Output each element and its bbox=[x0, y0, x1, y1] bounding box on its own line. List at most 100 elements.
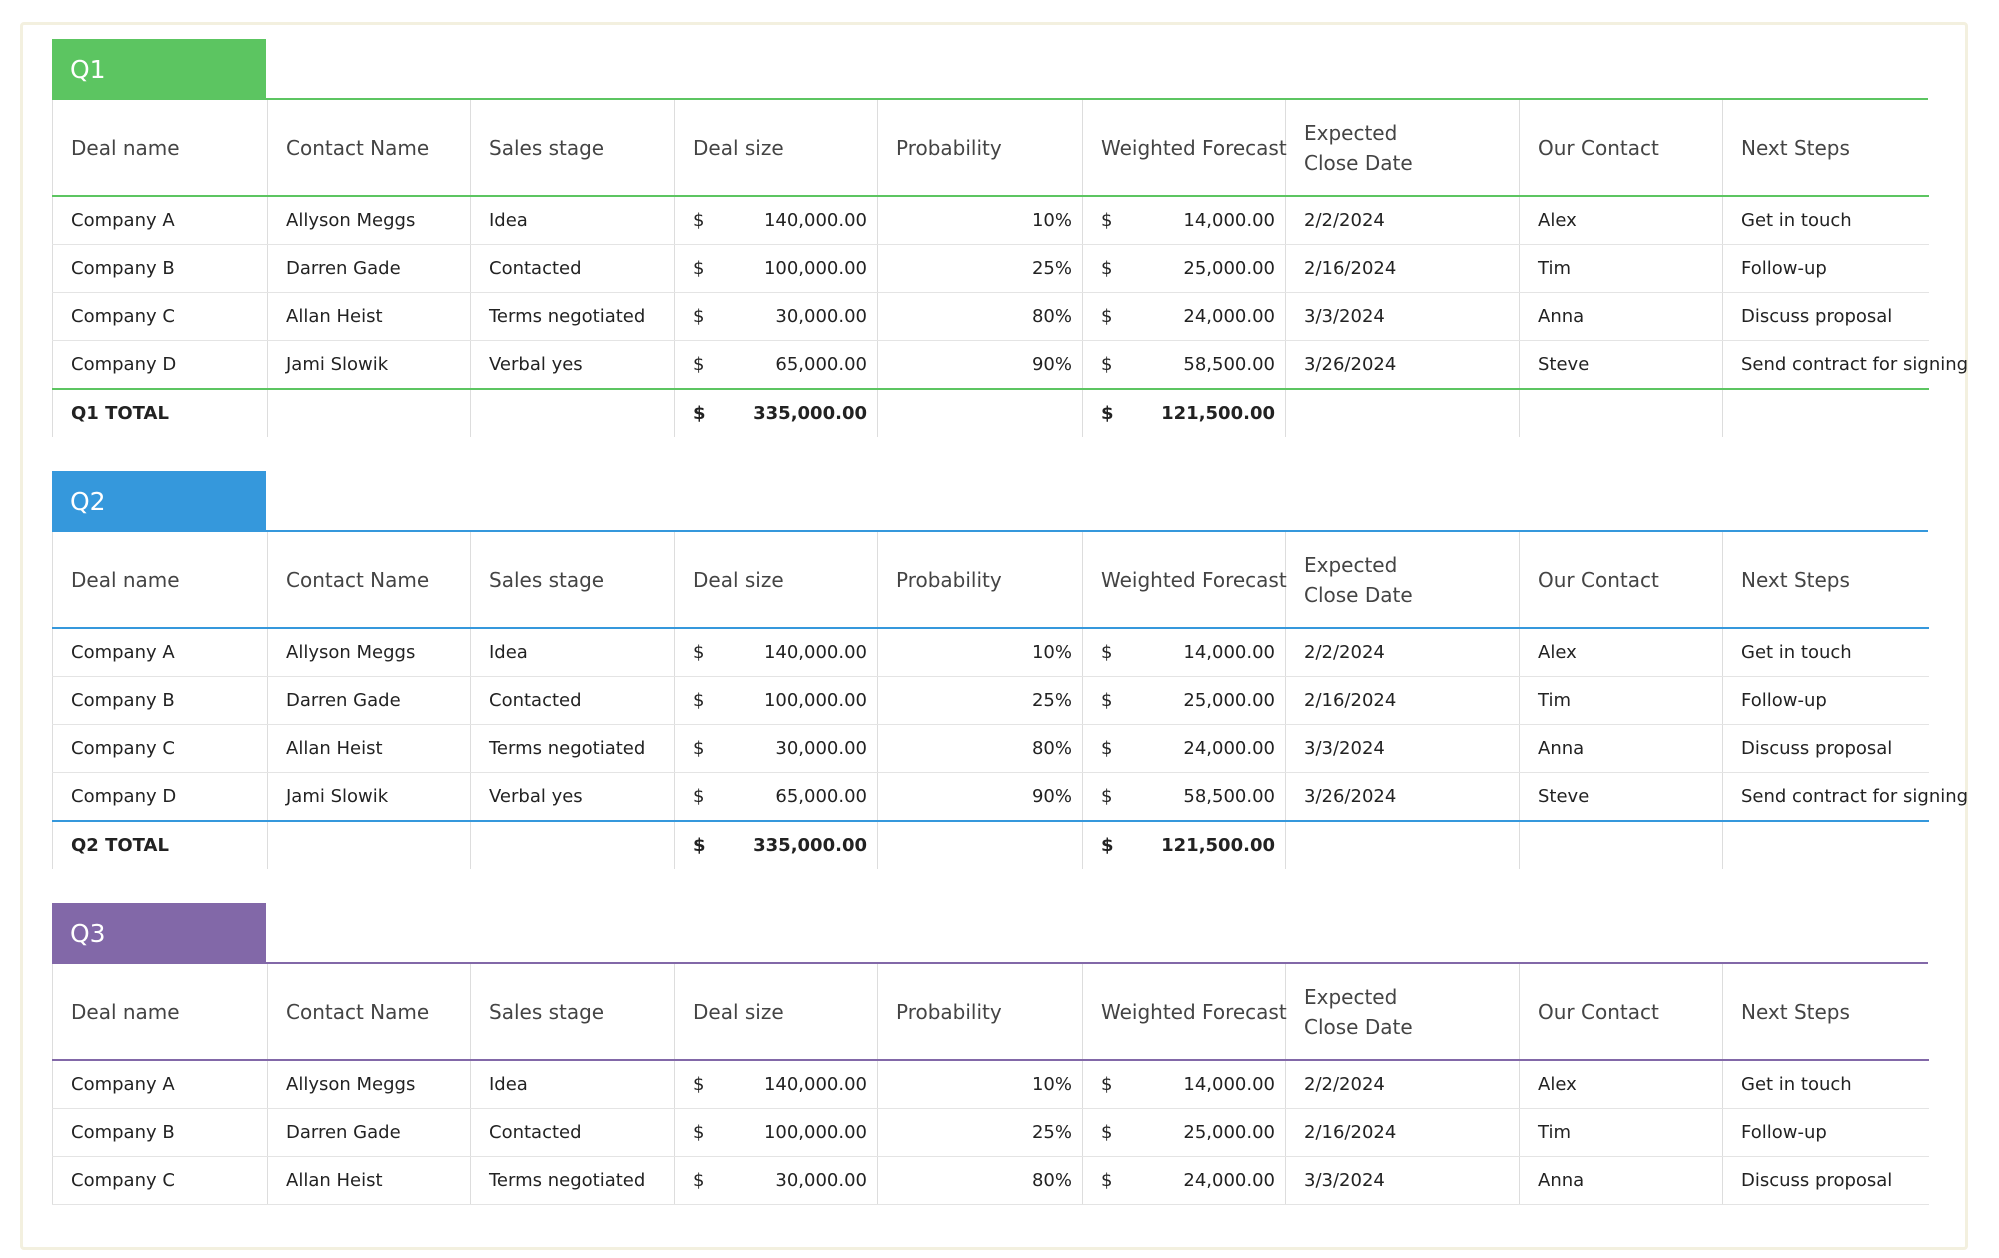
weighted-cell: $58,500.00 bbox=[1082, 340, 1286, 390]
cell: Alex bbox=[1519, 628, 1723, 677]
money: $65,000.00 bbox=[693, 354, 867, 375]
section-title: Q1 bbox=[52, 39, 266, 100]
header-text: Next Steps bbox=[1741, 135, 1850, 160]
section-rule bbox=[52, 98, 1928, 100]
money: $24,000.00 bbox=[1101, 738, 1275, 759]
currency: $ bbox=[1101, 306, 1113, 327]
currency: $ bbox=[1101, 738, 1113, 759]
cell: Company C bbox=[52, 724, 268, 773]
probability-cell: 80% bbox=[877, 724, 1083, 773]
cell: Tim bbox=[1519, 1108, 1723, 1157]
column-header: Weighted Forecast bbox=[1082, 532, 1287, 629]
header-text: Weighted Forecast bbox=[1101, 135, 1287, 160]
deal-row: Company A Allyson Meggs Idea $140,000.00 10%… bbox=[52, 196, 1929, 245]
money: $65,000.00 bbox=[693, 786, 867, 807]
weighted-cell: $25,000.00 bbox=[1082, 244, 1286, 293]
header-text: Expected Close Date bbox=[1304, 120, 1413, 175]
cell bbox=[1519, 820, 1723, 869]
deal-row: Company D Jami Slowik Verbal yes $65,000.00… bbox=[52, 772, 1968, 822]
weighted-cell: $14,000.00 bbox=[1082, 196, 1286, 245]
probability-cell: 10% bbox=[877, 196, 1083, 245]
money: $58,500.00 bbox=[1101, 786, 1275, 807]
column-header: Our Contact bbox=[1519, 100, 1723, 197]
amount: 58,500.00 bbox=[1183, 786, 1275, 807]
cell: 3/3/2024 bbox=[1285, 292, 1520, 341]
deal-row: Company C Allan Heist Terms negotiated $30,… bbox=[52, 1156, 1929, 1205]
cell bbox=[267, 820, 471, 869]
column-header: Deal name bbox=[52, 532, 268, 629]
money: $121,500.00 bbox=[1101, 835, 1275, 856]
header-text: Deal size bbox=[693, 135, 784, 160]
probability-cell: 90% bbox=[877, 340, 1083, 390]
cell: Idea bbox=[470, 628, 675, 677]
cell: Contacted bbox=[470, 676, 675, 725]
header-row: Deal name Contact Name Sales stage Deal siz… bbox=[52, 964, 1929, 1061]
header-text: Our Contact bbox=[1538, 567, 1659, 592]
weighted-cell: $24,000.00 bbox=[1082, 724, 1286, 773]
cell: Get in touch bbox=[1722, 196, 1929, 245]
deal-row: Company A Allyson Meggs Idea $140,000.00 10%… bbox=[52, 1060, 1929, 1109]
cell: Verbal yes bbox=[470, 772, 675, 822]
cell: 3/3/2024 bbox=[1285, 1156, 1520, 1205]
cell: Jami Slowik bbox=[267, 772, 471, 822]
money: $335,000.00 bbox=[693, 403, 867, 424]
deal-size-cell: $30,000.00 bbox=[674, 292, 878, 341]
cell bbox=[877, 820, 1083, 869]
amount: 121,500.00 bbox=[1161, 403, 1275, 424]
header-text: Deal name bbox=[71, 567, 180, 592]
cell bbox=[1722, 820, 1929, 869]
currency: $ bbox=[1101, 403, 1114, 424]
currency: $ bbox=[1101, 786, 1113, 807]
currency: $ bbox=[1101, 1170, 1113, 1191]
total-weighted: $121,500.00 bbox=[1082, 388, 1286, 437]
currency: $ bbox=[1101, 354, 1113, 375]
cell: Idea bbox=[470, 1060, 675, 1109]
currency: $ bbox=[1101, 642, 1113, 663]
money: $100,000.00 bbox=[693, 690, 867, 711]
currency: $ bbox=[1101, 258, 1113, 279]
header-text: Sales stage bbox=[489, 567, 605, 592]
section-band: Q3 bbox=[52, 903, 1928, 964]
deal-size-cell: $140,000.00 bbox=[674, 628, 878, 677]
header-text: Deal size bbox=[693, 999, 784, 1024]
total-weighted: $121,500.00 bbox=[1082, 820, 1286, 869]
total-label: Q2 TOTAL bbox=[52, 820, 268, 869]
total-deal-size: $335,000.00 bbox=[674, 388, 878, 437]
header-text: Sales stage bbox=[489, 135, 605, 160]
amount: 58,500.00 bbox=[1183, 354, 1275, 375]
header-row: Deal name Contact Name Sales stage Deal siz… bbox=[52, 532, 1929, 629]
header-text: Deal size bbox=[693, 567, 784, 592]
cell: Get in touch bbox=[1722, 628, 1929, 677]
currency: $ bbox=[1101, 1074, 1113, 1095]
cell: Discuss proposal bbox=[1722, 724, 1929, 773]
amount: 25,000.00 bbox=[1183, 690, 1275, 711]
probability-cell: 10% bbox=[877, 1060, 1083, 1109]
money: $140,000.00 bbox=[693, 642, 867, 663]
money: $14,000.00 bbox=[1101, 1074, 1275, 1095]
total-label: Q1 TOTAL bbox=[52, 388, 268, 437]
column-header: Weighted Forecast bbox=[1082, 100, 1287, 197]
amount: 335,000.00 bbox=[753, 403, 867, 424]
money: $140,000.00 bbox=[693, 210, 867, 231]
column-header: Deal size bbox=[674, 532, 878, 629]
cell: 2/2/2024 bbox=[1285, 196, 1520, 245]
deal-row: Company A Allyson Meggs Idea $140,000.00 10%… bbox=[52, 628, 1929, 677]
deal-row: Company B Darren Gade Contacted $100,000.00… bbox=[52, 244, 1929, 293]
cell: Follow-up bbox=[1722, 244, 1929, 293]
amount: 24,000.00 bbox=[1183, 306, 1275, 327]
cell: Company A bbox=[52, 1060, 268, 1109]
deal-row: Company D Jami Slowik Verbal yes $65,000.00… bbox=[52, 340, 1968, 390]
header-text: Probability bbox=[896, 999, 1002, 1024]
section-title: Q3 bbox=[52, 903, 266, 964]
cell: Send contract for signing bbox=[1722, 772, 1968, 822]
currency: $ bbox=[693, 1170, 705, 1191]
cell: Company C bbox=[52, 292, 268, 341]
currency: $ bbox=[693, 690, 705, 711]
sheet: Q1 Deal name Contact Name Sales stage Deal s… bbox=[52, 39, 1968, 1205]
header-text: Sales stage bbox=[489, 999, 605, 1024]
deal-size-cell: $30,000.00 bbox=[674, 1156, 878, 1205]
section-band: Q1 bbox=[52, 39, 1928, 100]
money: $25,000.00 bbox=[1101, 690, 1275, 711]
weighted-cell: $14,000.00 bbox=[1082, 628, 1286, 677]
cell: Company C bbox=[52, 1156, 268, 1205]
